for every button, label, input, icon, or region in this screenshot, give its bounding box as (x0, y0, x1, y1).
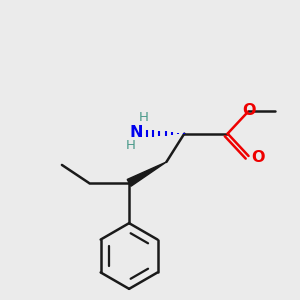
Polygon shape (127, 162, 167, 186)
Text: O: O (251, 150, 265, 165)
Text: N: N (130, 125, 143, 140)
Text: H: H (126, 139, 136, 152)
Text: O: O (243, 103, 256, 118)
Text: H: H (139, 111, 148, 124)
